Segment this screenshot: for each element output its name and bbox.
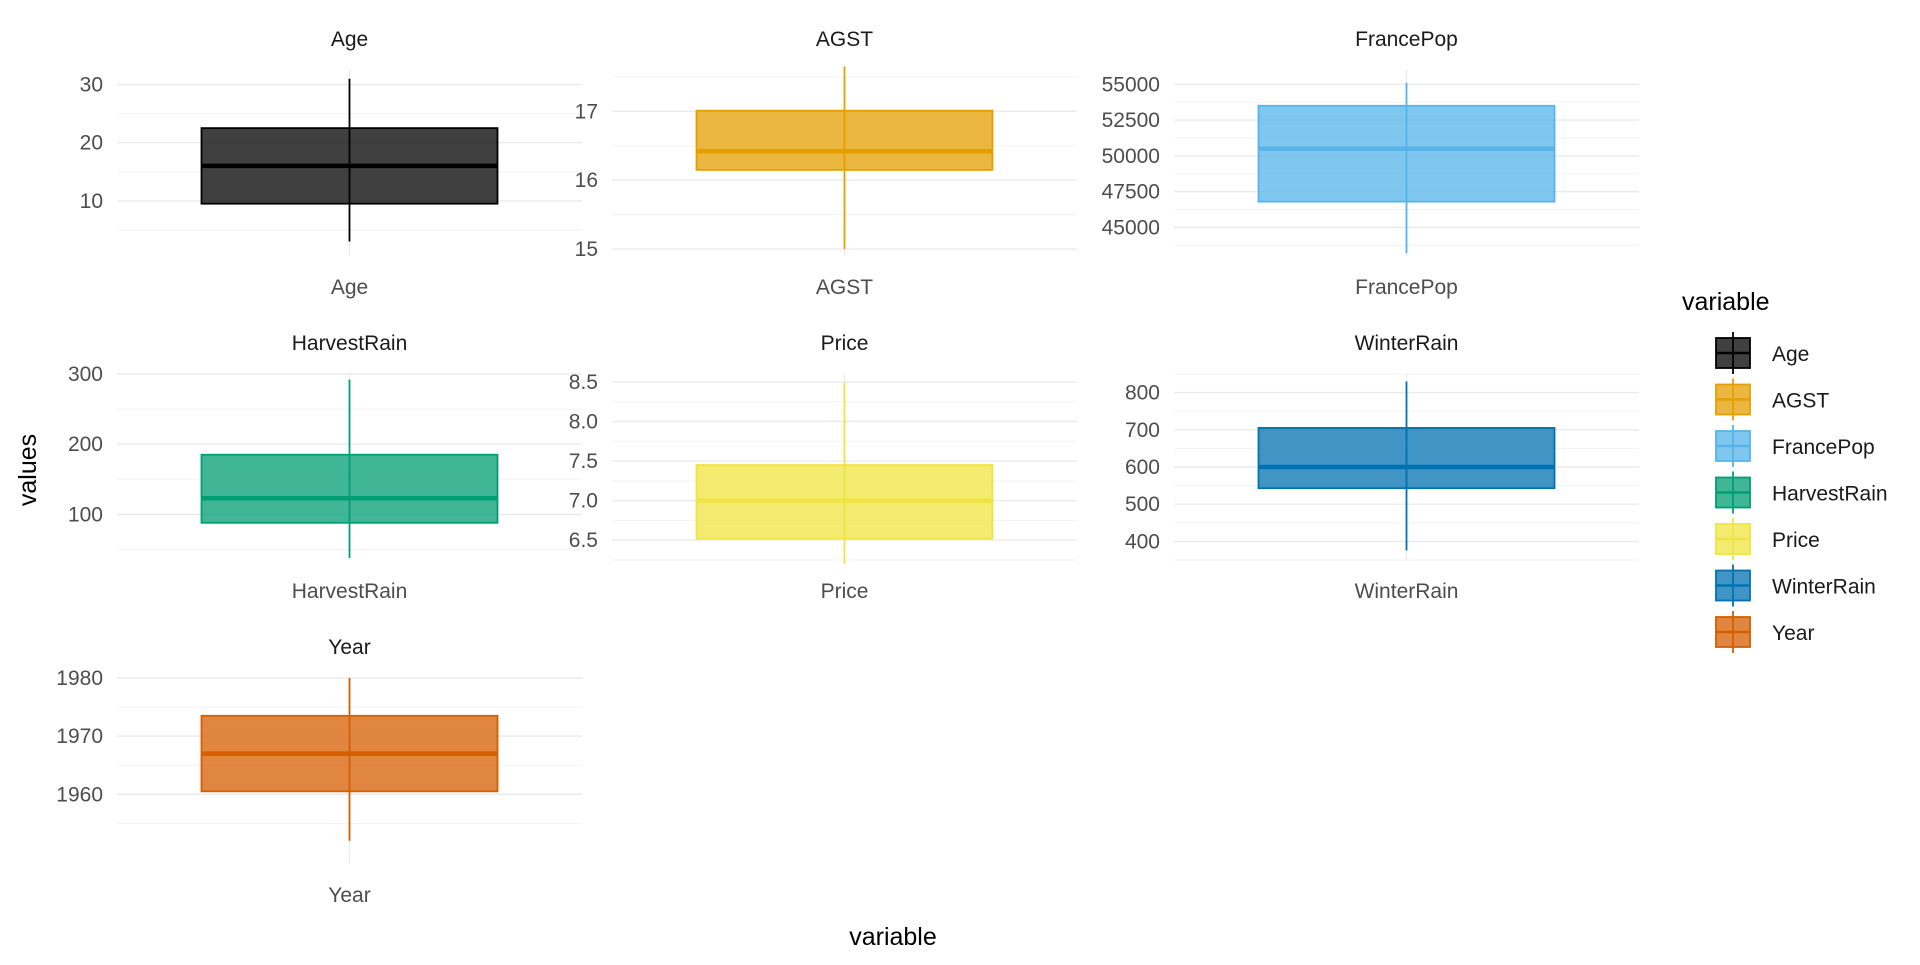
x-axis-title: variable: [849, 923, 937, 951]
legend-item-winterrain: WinterRain: [1715, 564, 1876, 607]
legend-label: Year: [1772, 622, 1814, 645]
legend-item-harvestrain: HarvestRain: [1715, 471, 1888, 514]
facet-title: HarvestRain: [292, 332, 408, 355]
y-tick-label: 7.5: [569, 450, 598, 473]
legend-item-year: Year: [1715, 611, 1814, 653]
facet-title: Year: [328, 636, 370, 659]
legend: variable Age AGST FrancePop HarvestRain Pric…: [1682, 288, 1888, 653]
y-tick-label: 1960: [56, 783, 103, 806]
y-tick-label: 20: [80, 132, 103, 155]
facet-title: AGST: [816, 28, 873, 51]
legend-label: HarvestRain: [1772, 483, 1888, 506]
facet-title: Age: [331, 28, 368, 51]
facet-panel-year: Year 1960 1970 1980 Year: [56, 636, 582, 907]
y-tick-label: 500: [1125, 493, 1160, 516]
y-tick-label: 400: [1125, 530, 1160, 553]
legend-label: Age: [1772, 343, 1809, 366]
x-tick-label: Year: [328, 884, 370, 907]
y-tick-label: 10: [80, 190, 103, 213]
legend-label: FrancePop: [1772, 436, 1875, 459]
y-axis-title: values: [14, 434, 42, 506]
y-tick-label: 800: [1125, 382, 1160, 405]
y-tick-label: 17: [575, 100, 598, 123]
y-tick-label: 45000: [1102, 216, 1160, 239]
y-tick-label: 55000: [1102, 73, 1160, 96]
facet-panel-agst: AGST 15 16 17 AGST: [575, 28, 1077, 299]
legend-label: Price: [1772, 529, 1820, 552]
facet-title: WinterRain: [1355, 332, 1459, 355]
y-tick-label: 16: [575, 169, 598, 192]
y-tick-label: 200: [68, 433, 103, 456]
facet-title: FrancePop: [1355, 28, 1458, 51]
facet-panel-price: Price 6.5 7.0 7.5 8.0 8.5 Price: [569, 332, 1077, 603]
box: [200, 453, 499, 524]
legend-item-agst: AGST: [1715, 378, 1829, 421]
y-tick-label: 300: [68, 363, 103, 386]
legend-item-francepop: FrancePop: [1715, 425, 1875, 467]
y-tick-label: 6.5: [569, 529, 598, 552]
x-tick-label: HarvestRain: [292, 580, 408, 603]
legend-label: AGST: [1772, 390, 1829, 413]
y-tick-label: 50000: [1102, 145, 1160, 168]
y-tick-label: 30: [80, 74, 103, 97]
y-tick-label: 600: [1125, 456, 1160, 479]
facet-panel-winterrain: WinterRain 400 500 600 700 800 WinterRain: [1125, 332, 1639, 603]
facets-layer: Age 10 20 30 Age AGST 15 16 17 AGST FrancePop 45000…: [56, 28, 1639, 907]
x-tick-label: Age: [331, 276, 368, 299]
y-tick-label: 1980: [56, 667, 103, 690]
y-tick-label: 100: [68, 503, 103, 526]
y-tick-label: 1970: [56, 725, 103, 748]
legend-item-price: Price: [1715, 518, 1820, 560]
facet-panel-age: Age 10 20 30 Age: [80, 28, 582, 299]
legend-item-age: Age: [1715, 332, 1809, 374]
x-tick-label: FrancePop: [1355, 276, 1458, 299]
box: [695, 109, 994, 171]
box: [1257, 427, 1556, 490]
legend-title: variable: [1682, 288, 1770, 316]
y-tick-label: 15: [575, 238, 598, 261]
y-tick-label: 7.0: [569, 490, 598, 513]
facet-panel-harvestrain: HarvestRain 100 200 300 HarvestRain: [68, 332, 582, 603]
y-tick-label: 52500: [1102, 109, 1160, 132]
y-tick-label: 8.0: [569, 410, 598, 433]
y-tick-label: 700: [1125, 419, 1160, 442]
x-tick-label: AGST: [816, 276, 873, 299]
facet-title: Price: [821, 332, 869, 355]
y-tick-label: 47500: [1102, 181, 1160, 204]
facet-panel-francepop: FrancePop 45000 47500 50000 52500 55000 France…: [1102, 28, 1639, 299]
legend-label: WinterRain: [1772, 576, 1876, 599]
x-tick-label: WinterRain: [1355, 580, 1459, 603]
y-tick-label: 8.5: [569, 371, 598, 394]
x-tick-label: Price: [821, 580, 869, 603]
box: [1257, 104, 1556, 203]
